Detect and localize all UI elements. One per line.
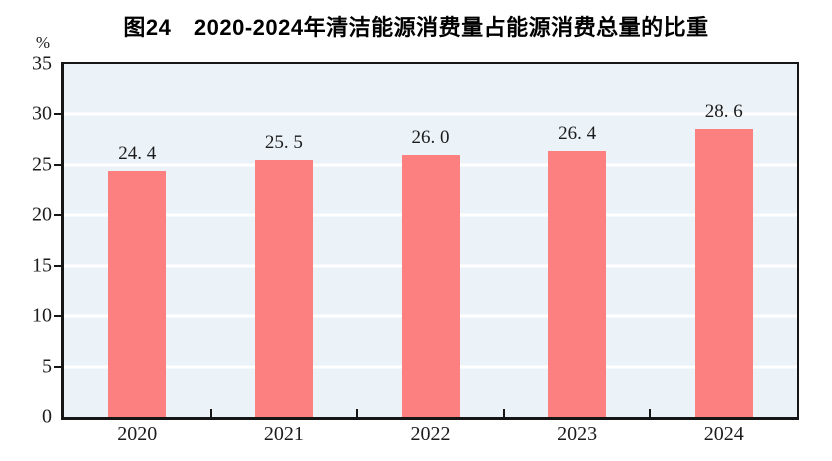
x-tick [649,409,652,417]
x-tick [209,409,212,417]
y-tick-label: 30 [32,102,52,125]
x-axis-tick-labels: 2020 2021 2022 2023 2024 [64,423,797,451]
bar-value-label: 26. 0 [411,126,450,148]
bar-value-label: 24. 4 [118,142,157,164]
y-tick [54,264,64,267]
y-tick-label: 20 [32,203,52,226]
y-tick [54,113,64,116]
y-axis-tick-marks [54,64,64,417]
x-tick-label: 2023 [557,423,598,445]
x-tick-label: 2020 [117,423,158,445]
plot-area: 24. 4 25. 5 26. 0 26. 4 28. 6 [61,62,799,420]
chart-title: 图24 2020-2024年清洁能源消费量占能源消费总量的比重 [123,15,709,40]
bar [694,128,753,417]
x-tick [502,409,505,417]
y-tick-label: 15 [32,254,52,277]
x-tick [356,409,359,417]
y-tick [54,214,64,217]
y-tick-label: 10 [32,304,52,327]
x-tick-label: 2021 [263,423,304,445]
bar-value-label: 26. 4 [558,122,597,144]
x-tick-label: 2024 [703,423,744,445]
bar [254,159,313,417]
y-axis-tick-labels: 0 5 10 15 20 25 30 35 [0,53,52,428]
y-tick-label: 25 [32,153,52,176]
bar-value-label: 28. 6 [704,100,743,122]
x-tick-label: 2022 [410,423,451,445]
y-tick [54,315,64,318]
bar-value-label: 25. 5 [264,131,303,153]
y-axis-unit-label: % [35,33,51,52]
y-tick-label: 0 [42,405,52,428]
bar [108,170,167,417]
gridline [64,112,797,116]
bar [548,150,607,417]
y-tick-label: 35 [32,52,52,75]
y-tick-label: 5 [42,355,52,378]
bar [401,154,460,417]
y-tick [54,365,64,368]
y-tick [54,163,64,166]
